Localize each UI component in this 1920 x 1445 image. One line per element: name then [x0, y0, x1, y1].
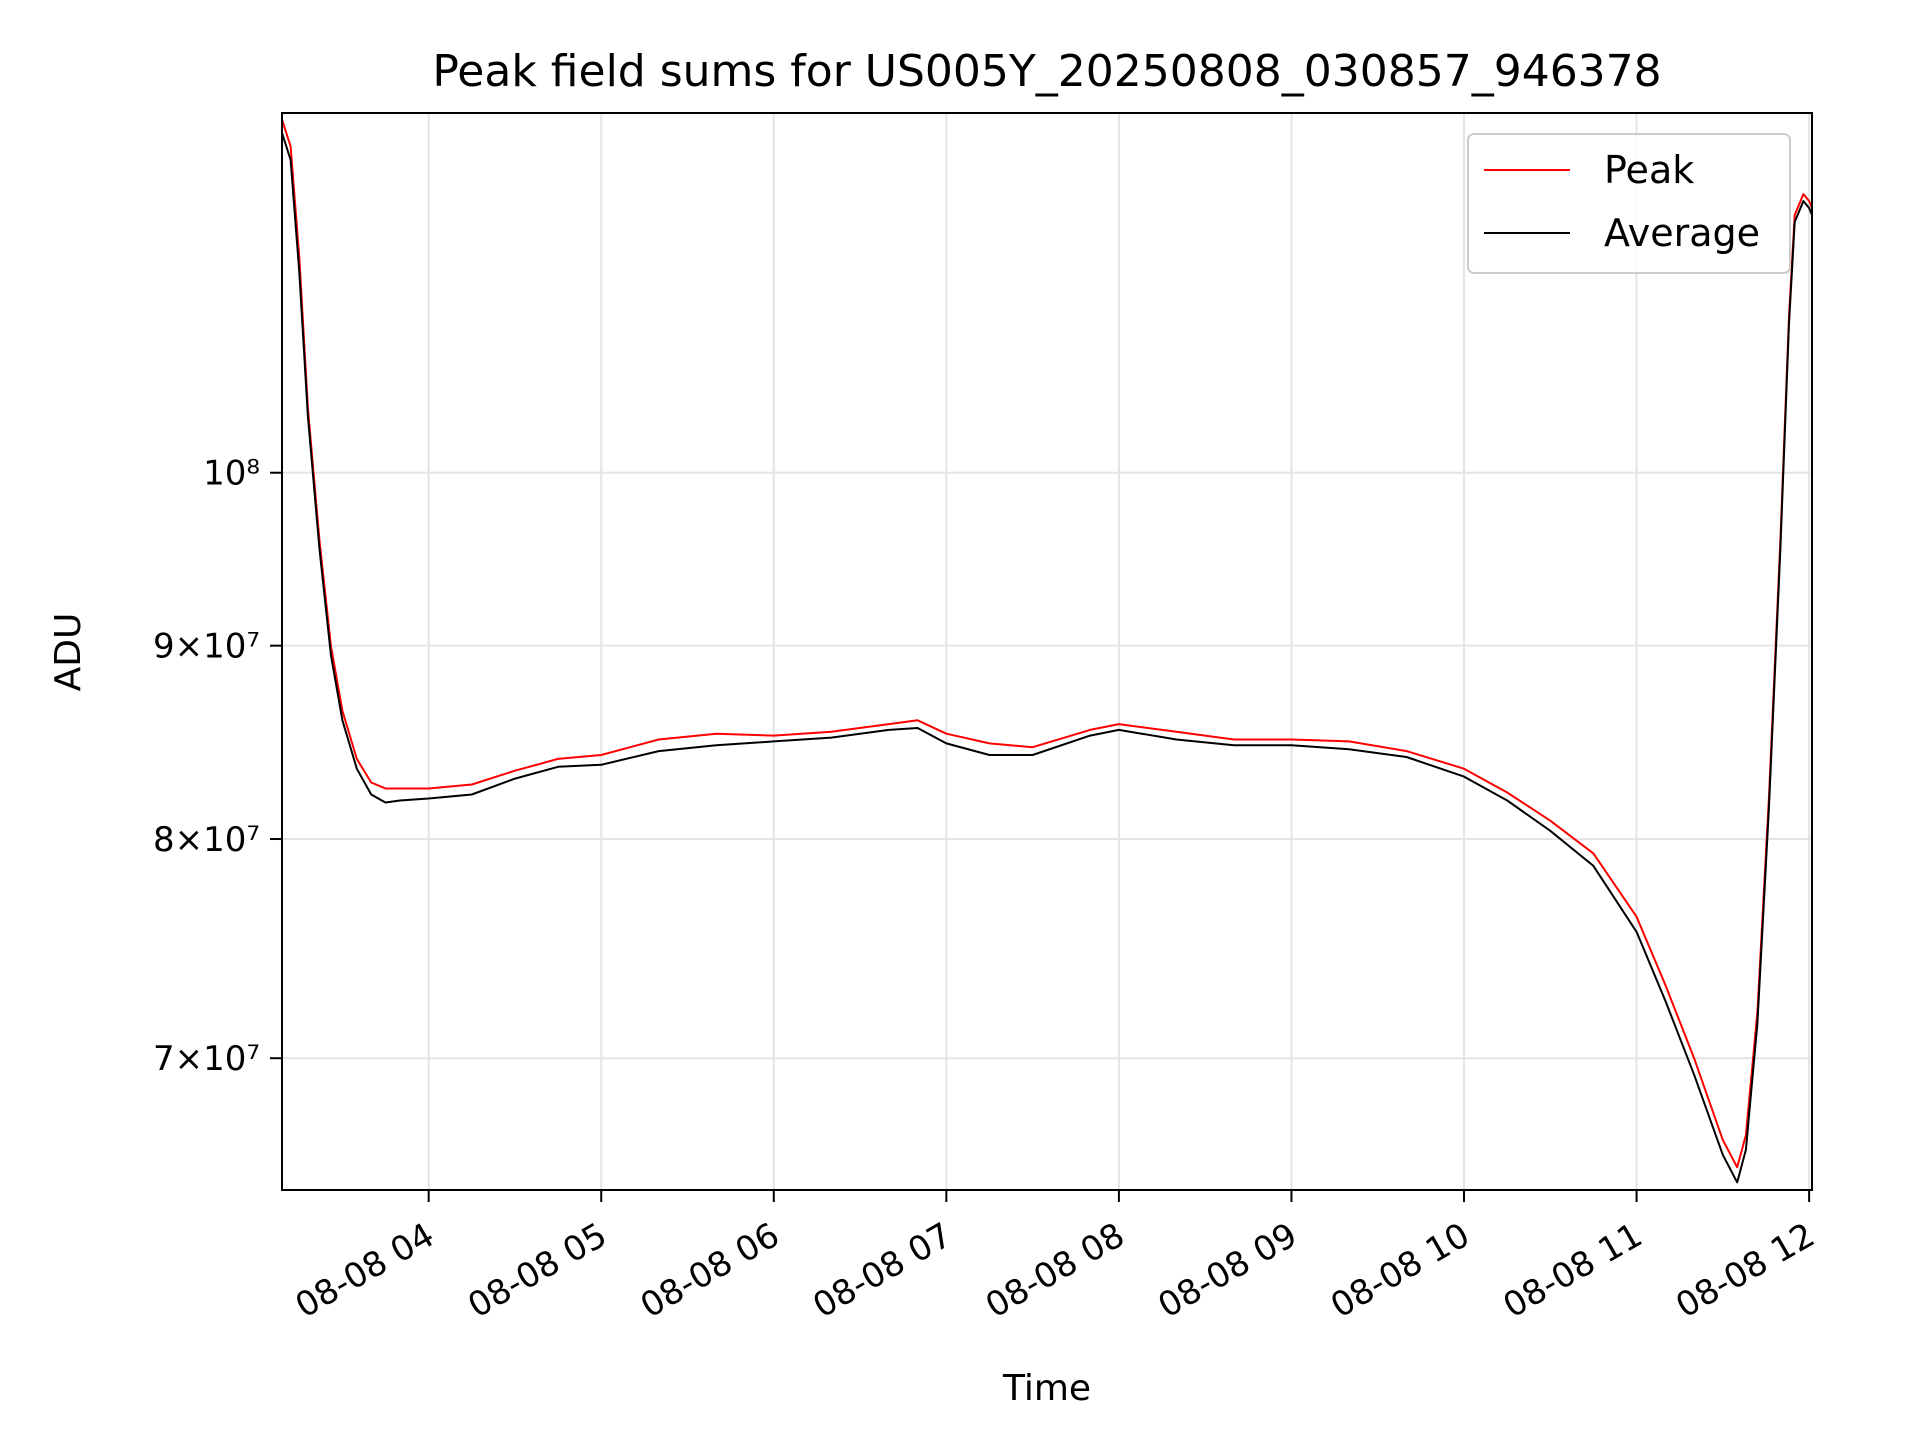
y-tick-label: 9×10⁷ [153, 627, 260, 667]
legend-box [1467, 133, 1791, 274]
series-line-peak [282, 119, 1812, 1169]
plot-frame [281, 112, 1813, 1191]
y-tick-label: 7×10⁷ [153, 1039, 260, 1079]
legend: Peak Average [1467, 133, 1791, 274]
chart-title: Peak field sums for US005Y_20250808_0308… [432, 46, 1661, 97]
y-axis-label: ADU [48, 613, 89, 692]
grid [282, 113, 1812, 1190]
legend-label-average: Average [1604, 211, 1760, 255]
y-tick-label: 8×10⁷ [153, 820, 260, 860]
series-layer [282, 119, 1812, 1184]
y-tick-label: 10⁸ [203, 454, 260, 494]
series-line-average [282, 132, 1812, 1184]
x-axis-label: Time [1002, 1368, 1091, 1409]
legend-label-peak: Peak [1604, 148, 1694, 192]
y-axis: 7×10⁷ 8×10⁷ 9×10⁷ 10⁸ [153, 454, 282, 1079]
